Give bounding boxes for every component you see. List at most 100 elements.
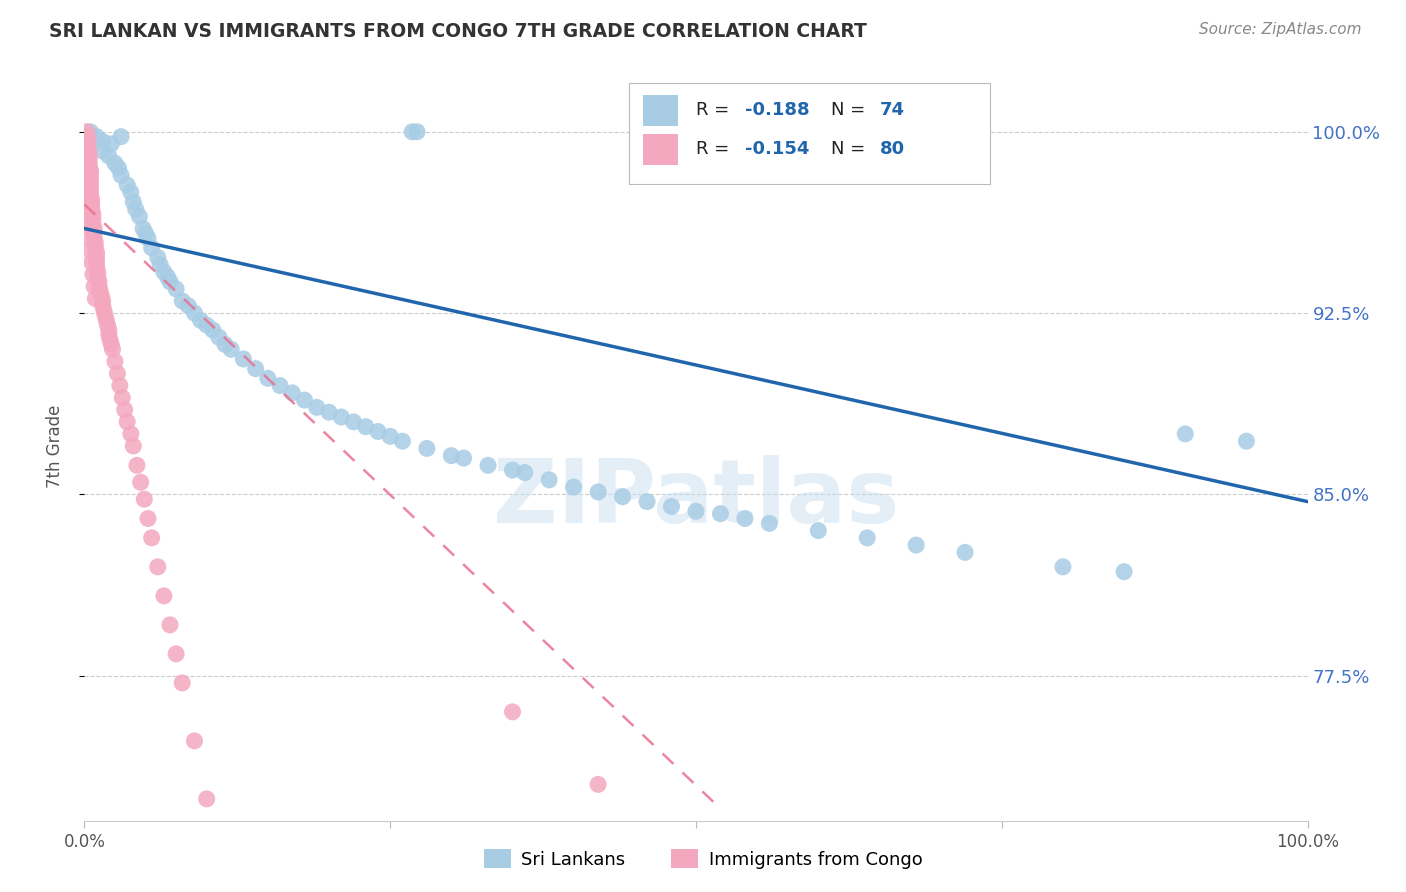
Point (77, 231, 100, 245)
Point (80, 197, 103, 211)
Point (79, 244, 101, 258)
Point (89, 285, 111, 299)
Point (125, 458, 148, 473)
Point (97, 318, 120, 333)
Point (76, 194, 98, 209)
Point (129, 475, 152, 490)
Point (100, 337, 122, 351)
Point (1114, 565, 1136, 579)
Point (208, 330, 231, 344)
Point (77, 219, 100, 233)
Point (79, 166, 101, 180)
Point (214, 337, 236, 351)
Point (128, 210, 150, 224)
Point (79, 170, 101, 185)
Point (107, 161, 129, 175)
Point (114, 402, 136, 417)
Point (172, 676, 194, 690)
Point (183, 306, 205, 320)
Point (156, 269, 179, 284)
Point (77, 146, 100, 161)
Point (172, 293, 194, 308)
Point (97, 149, 120, 163)
Legend: Sri Lankans, Immigrants from Congo: Sri Lankans, Immigrants from Congo (477, 842, 929, 876)
Point (87, 269, 110, 284)
Point (661, 500, 683, 514)
Point (183, 734, 205, 748)
Point (105, 367, 128, 381)
Point (709, 507, 731, 521)
Point (91, 299, 114, 313)
Point (1236, 434, 1258, 449)
Point (122, 194, 145, 209)
Point (159, 618, 181, 632)
Text: 100.0%: 100.0% (1277, 833, 1339, 851)
Point (636, 494, 658, 508)
Text: 80: 80 (880, 140, 904, 158)
Point (685, 504, 707, 518)
Point (562, 480, 585, 494)
Point (82, 268, 104, 282)
Point (453, 451, 475, 466)
Text: 0.0%: 0.0% (63, 833, 105, 851)
Point (115, 178, 138, 192)
Point (104, 354, 127, 368)
Point (195, 318, 218, 333)
Point (84, 292, 107, 306)
Text: ZIPatlas: ZIPatlas (494, 455, 898, 542)
Point (91, 144, 114, 158)
FancyBboxPatch shape (644, 134, 678, 165)
Point (84, 241, 107, 255)
Point (281, 385, 304, 400)
Point (79, 180, 101, 194)
Point (93, 303, 115, 318)
Text: R =: R = (696, 140, 735, 158)
Point (87, 265, 110, 279)
Text: -0.188: -0.188 (745, 102, 810, 120)
Point (586, 484, 609, 499)
Point (165, 647, 187, 661)
Point (136, 511, 159, 525)
Point (165, 282, 187, 296)
Point (1174, 426, 1197, 441)
Point (91, 293, 114, 308)
Point (294, 393, 316, 408)
Point (94, 309, 117, 323)
Point (146, 559, 169, 574)
Point (83, 231, 105, 245)
Point (122, 439, 145, 453)
Point (96, 313, 118, 327)
Point (905, 538, 928, 552)
Point (104, 156, 127, 170)
Point (86, 245, 108, 260)
Point (80, 202, 103, 216)
Point (416, 442, 439, 456)
FancyBboxPatch shape (644, 95, 678, 126)
Point (86, 260, 108, 274)
Point (82, 211, 104, 226)
Point (83, 221, 105, 235)
Point (120, 185, 142, 199)
Point (135, 227, 157, 241)
Point (401, 125, 423, 139)
Point (807, 524, 830, 538)
Point (79, 125, 101, 139)
Point (76, 129, 98, 144)
Point (141, 531, 163, 545)
Point (330, 409, 353, 424)
Point (153, 265, 176, 279)
Point (141, 241, 163, 255)
Point (195, 792, 218, 806)
Point (734, 511, 756, 525)
Point (305, 401, 328, 415)
Point (159, 275, 181, 289)
Point (84, 235, 107, 250)
Point (219, 343, 242, 357)
Y-axis label: 7th Grade: 7th Grade (45, 404, 63, 488)
Point (354, 419, 377, 434)
Point (245, 361, 267, 376)
Point (612, 490, 634, 504)
Text: 74: 74 (880, 102, 904, 120)
Point (502, 705, 524, 719)
Point (120, 426, 142, 441)
